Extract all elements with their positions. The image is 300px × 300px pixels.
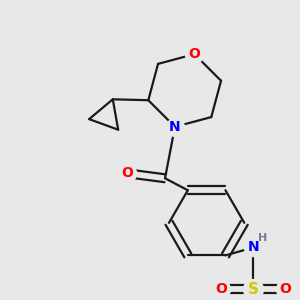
- Text: O: O: [279, 282, 291, 296]
- Text: N: N: [169, 120, 181, 134]
- Text: O: O: [188, 47, 200, 61]
- Text: N: N: [248, 241, 259, 254]
- Text: O: O: [216, 282, 227, 296]
- Text: O: O: [122, 166, 133, 180]
- Text: S: S: [248, 281, 259, 296]
- Text: H: H: [259, 232, 268, 243]
